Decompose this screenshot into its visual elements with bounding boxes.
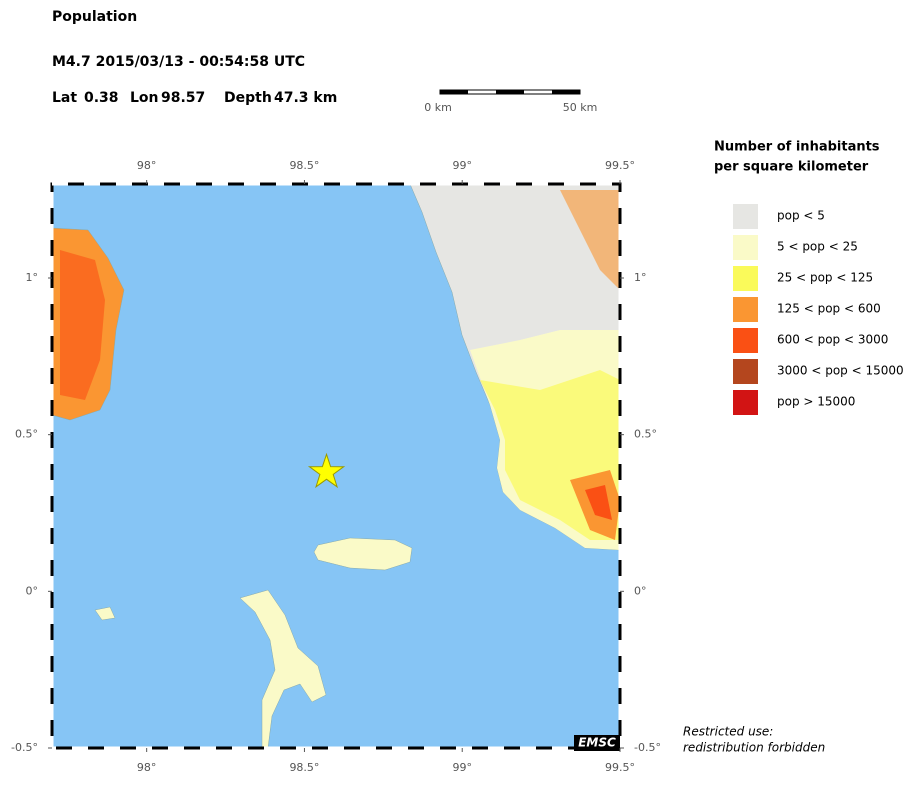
- lat-tick-label: -0.5°: [634, 741, 661, 754]
- notice: Restricted use:: [683, 725, 773, 739]
- legend-swatch: [733, 328, 758, 353]
- lon-label: Lon: [130, 90, 159, 106]
- scale-bar: 0 km 50 km: [424, 89, 598, 114]
- scale-start: 0 km: [424, 101, 452, 114]
- legend-swatch: [733, 204, 758, 229]
- depth-label: Depth: [224, 90, 272, 106]
- lat-tick-label: -0.5°: [11, 741, 38, 754]
- legend-swatch: [733, 359, 758, 384]
- legend-swatch: [733, 266, 758, 291]
- event: M4.7 2015/03/13 - 00:54:58 UTC: [52, 54, 305, 70]
- credit: EMSC: [578, 736, 616, 750]
- legend-label: 5 < pop < 25: [777, 240, 858, 254]
- legend-label: 25 < pop < 125: [777, 271, 873, 285]
- legend-title: Number of inhabitants: [714, 140, 880, 155]
- legend-label: pop < 5: [777, 209, 825, 223]
- lat-tick-label: 0.5°: [634, 428, 657, 441]
- legend-label: 3000 < pop < 15000: [777, 364, 904, 378]
- lat-tick-label: 0.5°: [15, 428, 38, 441]
- lat-tick-label: 1°: [26, 271, 39, 284]
- legend-label: pop > 15000: [777, 395, 855, 409]
- lon-tick-label: 98°: [137, 159, 157, 172]
- lat-label: Lat: [52, 90, 77, 106]
- lon-tick-label: 98°: [137, 761, 157, 774]
- lat-value: 0.38: [84, 90, 119, 106]
- legend-label: 600 < pop < 3000: [777, 333, 888, 347]
- notice: redistribution forbidden: [683, 741, 825, 755]
- lon-tick-label: 98.5°: [289, 761, 319, 774]
- lat-tick-label: 1°: [634, 271, 647, 284]
- map-area: EMSC: [50, 182, 622, 751]
- lat-tick-label: 0°: [26, 584, 39, 597]
- scale-end: 50 km: [563, 101, 598, 114]
- legend-title: per square kilometer: [714, 160, 869, 175]
- lon-value: 98.57: [161, 90, 205, 106]
- lon-tick-label: 99.5°: [605, 159, 635, 172]
- legend-label: 125 < pop < 600: [777, 302, 881, 316]
- legend-swatch: [733, 235, 758, 260]
- legend-swatch: [733, 390, 758, 415]
- lon-tick-label: 98.5°: [289, 159, 319, 172]
- legend-swatch: [733, 297, 758, 322]
- title: Population: [52, 9, 137, 25]
- lat-tick-label: 0°: [634, 584, 647, 597]
- lon-tick-label: 99°: [452, 761, 472, 774]
- depth-value: 47.3 km: [274, 90, 337, 106]
- epicenter: [307, 452, 346, 489]
- lon-tick-label: 99°: [452, 159, 472, 172]
- lon-tick-label: 99.5°: [605, 761, 635, 774]
